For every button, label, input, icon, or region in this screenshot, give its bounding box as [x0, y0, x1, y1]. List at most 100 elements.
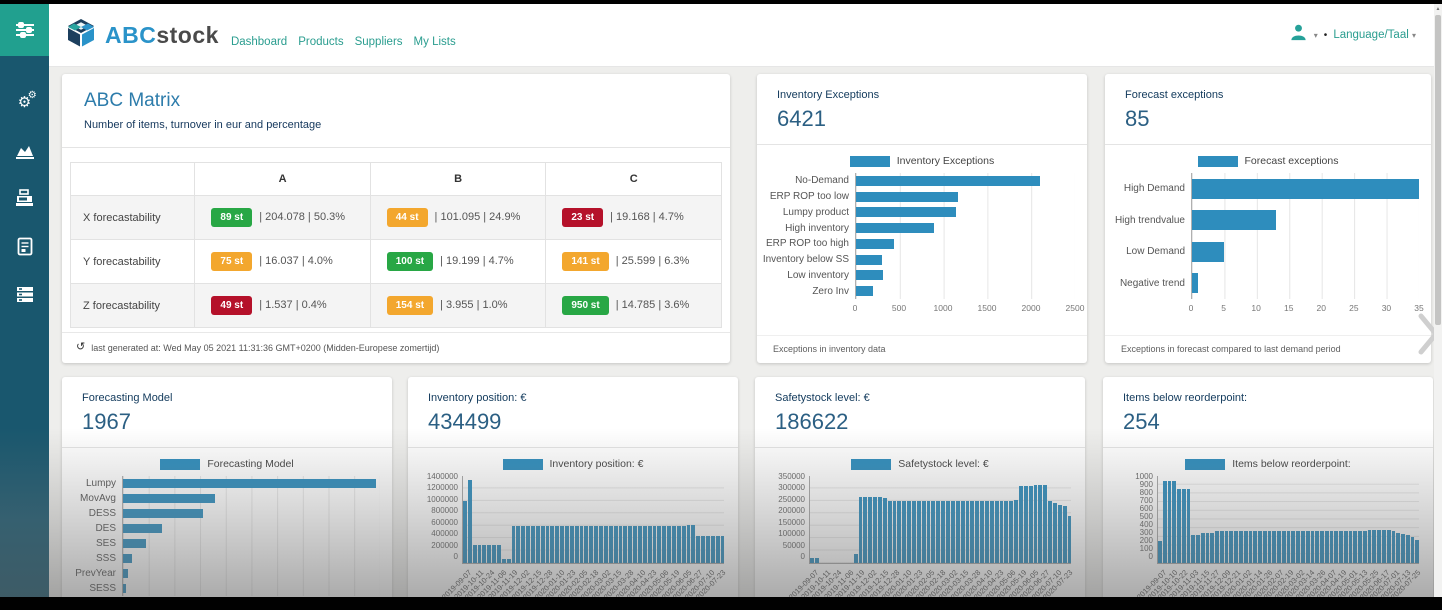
category-label: DESS: [88, 508, 116, 519]
card-footer: Exceptions in inventory data: [757, 335, 1087, 363]
app-logo[interactable]: ABCstock: [63, 16, 219, 55]
box-logo-icon: [63, 16, 99, 55]
bar: [1343, 530, 1348, 563]
bar: [603, 525, 608, 563]
card-title: Items below reorderpoint:: [1123, 392, 1248, 404]
sidebar-item-analytics[interactable]: [0, 126, 49, 174]
bar: [579, 525, 584, 563]
category-label: No-Demand: [795, 175, 849, 187]
bar: [1362, 530, 1367, 563]
card-value: 434499: [428, 409, 502, 434]
forecasting-model-card: Forecasting Model 1967 Forecasting Model…: [62, 377, 392, 610]
bar: [477, 545, 482, 563]
bar: [1286, 530, 1291, 563]
sidebar-item-settings[interactable]: ⚙ ⚙: [0, 78, 49, 126]
row-label: Y forecastability: [69, 239, 196, 284]
abc-matrix-title: ABC Matrix: [84, 90, 181, 111]
bar: [123, 553, 132, 564]
safetystock-card: Safetystock level: € 186622 Safetystock …: [755, 377, 1085, 610]
bar: [810, 558, 814, 563]
bar: [487, 545, 492, 563]
scrollbar-up-arrow-icon[interactable]: ▲: [1435, 6, 1441, 12]
x-tick-label: 1500: [977, 303, 997, 313]
table-row: X forecastability 89 st | 204.078 | 50.3% 4…: [69, 195, 722, 240]
category-label: Low Demand: [1126, 246, 1185, 258]
cell-values: | 14.785 | 3.6%: [615, 299, 690, 311]
nav-link-my-lists[interactable]: My Lists: [413, 36, 456, 48]
page-scrollbar[interactable]: ▲: [1434, 4, 1442, 597]
bar: [584, 525, 589, 563]
legend-label: Forecast exceptions: [1244, 155, 1339, 167]
bar: [123, 538, 146, 549]
bar: [560, 525, 565, 563]
bar: [123, 568, 128, 579]
y-tick-label: 800000: [431, 506, 458, 516]
category-label: Lumpy product: [782, 206, 849, 218]
sidebar-item-orders[interactable]: [0, 174, 49, 222]
column-header-b: B: [369, 162, 547, 196]
language-selector[interactable]: Language/Taal ▾: [1333, 29, 1416, 41]
bar: [873, 497, 878, 563]
bar: [999, 500, 1004, 563]
bar: [1391, 530, 1396, 563]
x-tick-label: 1000: [933, 303, 953, 313]
bar: [1401, 534, 1405, 563]
abc-matrix-card: ABC Matrix Number of items, turnover in …: [62, 74, 730, 363]
sidebar-item-filters[interactable]: [0, 4, 49, 56]
category-label: DES: [95, 523, 116, 534]
card-value: 6421: [777, 106, 826, 131]
bar: [686, 524, 691, 563]
bar: [1281, 530, 1286, 563]
bar: [1353, 530, 1358, 563]
card-value: 254: [1123, 409, 1160, 434]
bar: [123, 478, 377, 489]
bar: [1052, 503, 1057, 563]
x-tick-label: 5: [1221, 303, 1226, 313]
bar: [912, 500, 916, 563]
count-badge: 49 st: [211, 296, 253, 315]
bar: [1192, 178, 1419, 199]
bar: [1415, 539, 1420, 563]
bar: [618, 525, 623, 563]
header-right: ▾ • Language/Taal ▾: [1289, 23, 1434, 47]
nav-link-suppliers[interactable]: Suppliers: [354, 36, 403, 48]
bar: [535, 525, 540, 563]
bar: [1234, 530, 1239, 563]
nav-link-products[interactable]: Products: [298, 36, 344, 48]
bar: [1205, 533, 1210, 563]
items-below-reorderpoint-card: Items below reorderpoint: 254 Items belo…: [1103, 377, 1433, 610]
nav-link-dashboard[interactable]: Dashboard: [230, 36, 288, 48]
chart-legend: Forecast exceptions: [1105, 155, 1431, 167]
cell-values: | 3.955 | 1.0%: [440, 299, 508, 311]
bar: [637, 525, 642, 563]
legend-label: Inventory position: €: [549, 458, 644, 470]
cell-values: | 1.537 | 0.4%: [259, 299, 327, 311]
sidebar: ⚙ ⚙: [0, 4, 49, 597]
last-generated-text: last generated at: Wed May 05 2021 11:31…: [91, 342, 440, 353]
user-caret-icon[interactable]: ▾: [1313, 30, 1318, 40]
bar: [705, 535, 710, 563]
sidebar-item-lists[interactable]: [0, 270, 49, 318]
report-document-icon: [17, 237, 33, 256]
sidebar-item-reports[interactable]: [0, 222, 49, 270]
bar: [1033, 485, 1038, 563]
y-tick-label: 150000: [778, 517, 805, 527]
bar: [1258, 530, 1262, 563]
category-label: High Demand: [1123, 183, 1185, 195]
bar: [1367, 530, 1372, 563]
bar: [516, 525, 521, 563]
bar: [1386, 529, 1391, 563]
bar: [1305, 530, 1310, 563]
user-account-icon[interactable]: [1289, 23, 1308, 47]
y-tick-label: 100000: [778, 529, 805, 539]
y-tick-label: 200000: [431, 540, 458, 550]
bar: [887, 500, 892, 563]
table-row: Y forecastability 75 st | 16.037 | 4.0% 100…: [69, 239, 722, 284]
bar: [1334, 530, 1339, 563]
logo-text: ABCstock: [105, 22, 219, 49]
bar: [946, 500, 950, 563]
scrollbar-thumb[interactable]: [1435, 15, 1441, 325]
category-label: ERP ROP too low: [769, 191, 849, 203]
bar: [856, 270, 883, 281]
